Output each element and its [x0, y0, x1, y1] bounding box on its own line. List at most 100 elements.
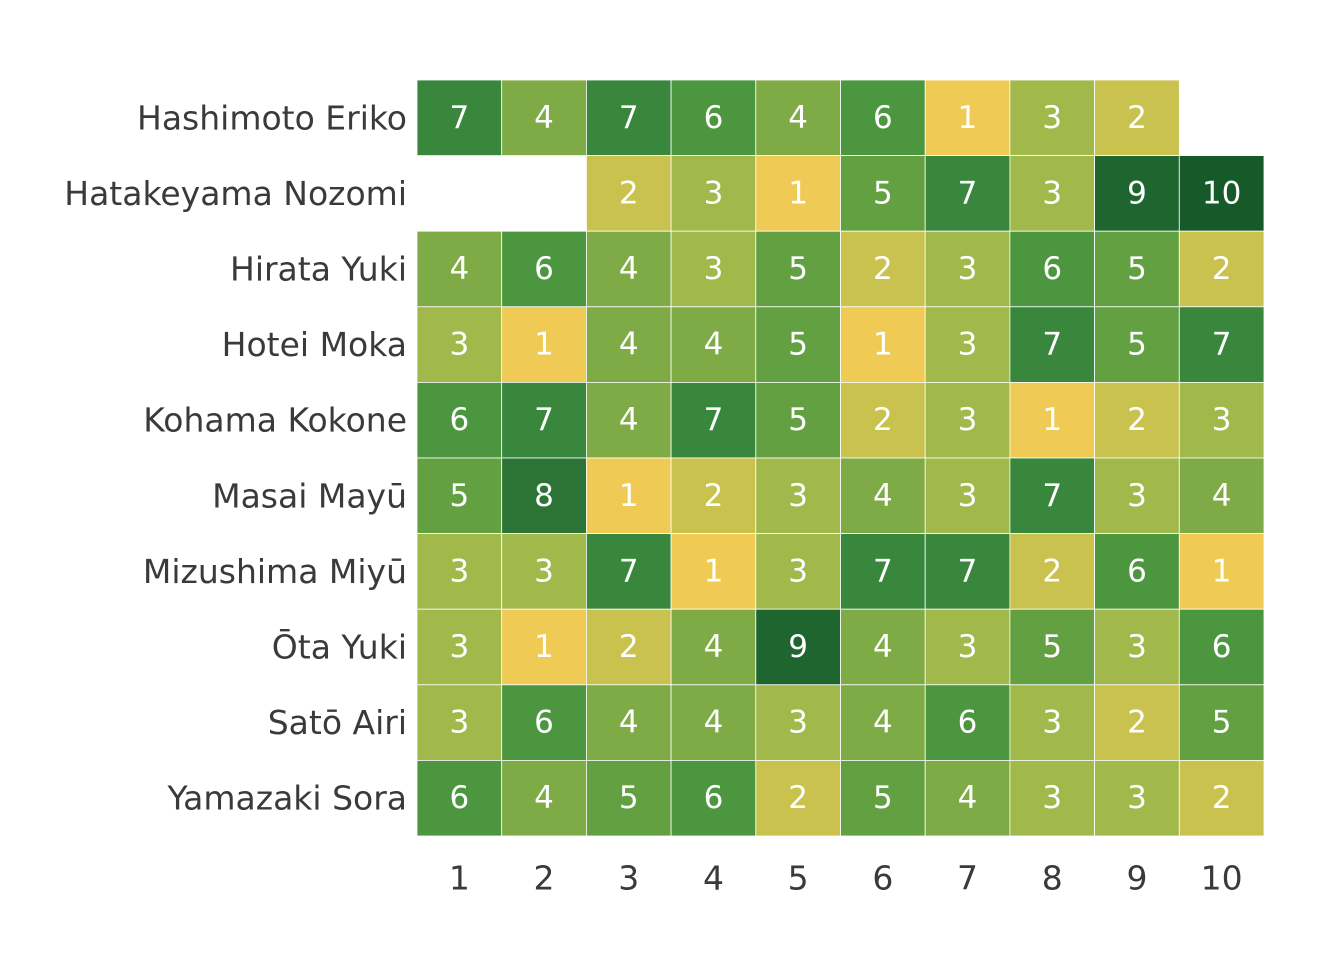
cell-value-label: 2 — [619, 629, 639, 665]
heatmap-cell-ota-yuki-col-9 — [1094, 608, 1180, 686]
heatmap-cell-hotei-moka-col-9 — [1094, 306, 1180, 383]
cell-value-label: 1 — [534, 629, 554, 665]
cell-value-label: 3 — [788, 478, 808, 514]
cell-value-label: 7 — [619, 553, 639, 589]
column-label-7: 7 — [957, 859, 978, 898]
cell-value-label: 1 — [619, 478, 639, 514]
cell-value-label: 3 — [788, 553, 808, 589]
cell-value-label: 4 — [704, 327, 724, 363]
cell-value-label: 4 — [449, 251, 469, 287]
heatmap-cell-masai-mayu-col-3 — [586, 457, 672, 534]
heatmap-cell-hashimoto-eriko-col-8 — [1009, 79, 1096, 156]
cell-value-label: 5 — [788, 327, 808, 363]
heatmap-cell-yamazaki-sora-col-9 — [1094, 760, 1180, 837]
cell-value-label: 7 — [534, 402, 554, 438]
cell-value-label: 3 — [704, 251, 724, 287]
heatmap-cell-kohama-kokone-col-10 — [1178, 381, 1265, 459]
heatmap-cell-masai-mayu-col-6 — [840, 457, 926, 534]
heatmap-cell-hotei-moka-col-1 — [416, 306, 503, 383]
heatmap-cell-hotei-moka-col-10 — [1178, 306, 1265, 383]
row-label-hashimoto-eriko: Hashimoto Eriko — [137, 98, 407, 137]
heatmap-cell-hirata-yuki-col-4 — [670, 230, 757, 308]
heatmap-cell-kohama-kokone-col-3 — [586, 381, 672, 459]
row-label-hirata-yuki: Hirata Yuki — [230, 250, 407, 289]
heatmap-cell-mizushima-miyu-col-2 — [501, 533, 587, 610]
heatmap-cell-hatakeyama-nozomi-col-9 — [1094, 155, 1180, 232]
cell-value-label: 4 — [1212, 478, 1232, 514]
cell-value-label: 6 — [704, 100, 724, 136]
heatmap-cell-hirata-yuki-col-2 — [501, 230, 587, 308]
cell-value-label: 3 — [958, 327, 978, 363]
cell-value-label: 2 — [788, 780, 808, 816]
heatmap-cell-hirata-yuki-col-6 — [840, 230, 926, 308]
heatmap-cell-hotei-moka-col-2 — [501, 306, 587, 383]
cell-value-label: 1 — [704, 553, 724, 589]
heatmap-cell-sato-airi-col-9 — [1094, 684, 1180, 761]
heatmap-cell-hirata-yuki-col-8 — [1009, 230, 1096, 308]
cell-value-label: 5 — [449, 478, 469, 514]
cell-value-label: 6 — [704, 780, 724, 816]
cell-value-label: 3 — [1042, 780, 1062, 816]
row-label-ota-yuki: Ōta Yuki — [272, 628, 407, 667]
cell-value-label: 5 — [788, 251, 808, 287]
cell-value-label: 5 — [1127, 327, 1147, 363]
heatmap-cell-kohama-kokone-col-1 — [416, 381, 503, 459]
cell-value-label: 3 — [449, 705, 469, 741]
heatmap-cell-hashimoto-eriko-col-1 — [416, 79, 503, 156]
cell-value-label: 5 — [788, 402, 808, 438]
cell-value-label: 2 — [873, 402, 893, 438]
cell-value-label: 7 — [873, 553, 893, 589]
cell-value-label: 2 — [873, 251, 893, 287]
heatmap-cell-hatakeyama-nozomi-col-5 — [755, 155, 841, 232]
heatmap-cell-hatakeyama-nozomi-col-10 — [1178, 155, 1265, 232]
heatmap-cell-mizushima-miyu-col-5 — [755, 533, 841, 610]
cell-value-label: 3 — [1127, 478, 1147, 514]
cell-value-label: 2 — [619, 175, 639, 211]
row-label-hotei-moka: Hotei Moka — [222, 325, 407, 364]
heatmap-cell-sato-airi-col-6 — [840, 684, 926, 761]
cell-value-label: 3 — [958, 251, 978, 287]
row-labels: Hashimoto Eriko Hatakeyama Nozomi Hirata Y… — [64, 98, 407, 817]
cell-value-label: 4 — [534, 100, 554, 136]
cell-value-label: 5 — [1212, 705, 1232, 741]
cell-value-label: 6 — [449, 402, 469, 438]
cell-value-label: 5 — [873, 175, 893, 211]
heatmap-cell-masai-mayu-col-2 — [501, 457, 587, 534]
column-label-6: 6 — [872, 859, 893, 898]
cell-value-label: 6 — [534, 251, 554, 287]
cell-value-label: 4 — [619, 327, 639, 363]
cell-value-label: 1 — [873, 327, 893, 363]
row-label-mizushima-miyu: Mizushima Miyū — [143, 552, 407, 591]
cell-value-label: 2 — [1212, 251, 1232, 287]
row-label-hatakeyama-nozomi: Hatakeyama Nozomi — [64, 174, 407, 213]
cell-value-label: 4 — [704, 705, 724, 741]
cell-value-label: 3 — [1127, 629, 1147, 665]
heatmap-cell-mizushima-miyu-col-10 — [1178, 533, 1265, 610]
cell-value-label: 4 — [873, 478, 893, 514]
heatmap-cell-hatakeyama-nozomi-col-6 — [840, 155, 926, 232]
column-label-1: 1 — [449, 859, 470, 898]
cell-value-label: 3 — [1042, 100, 1062, 136]
heatmap-cell-ota-yuki-col-5 — [755, 608, 841, 686]
heatmap-cell-masai-mayu-col-7 — [924, 457, 1011, 534]
cell-value-label: 9 — [1127, 175, 1147, 211]
heatmap-cell-masai-mayu-col-8 — [1009, 457, 1096, 534]
heatmap-cell-hotei-moka-col-4 — [670, 306, 757, 383]
column-label-3: 3 — [618, 859, 639, 898]
cell-value-label: 6 — [449, 780, 469, 816]
cell-value-label: 3 — [704, 175, 724, 211]
heatmap-cell-masai-mayu-col-4 — [670, 457, 757, 534]
cell-value-label: 5 — [1042, 629, 1062, 665]
heatmap-cell-yamazaki-sora-col-10 — [1178, 760, 1265, 837]
cell-value-label: 2 — [1042, 553, 1062, 589]
cell-value-label: 2 — [704, 478, 724, 514]
cell-value-label: 6 — [873, 100, 893, 136]
heatmap-cell-mizushima-miyu-col-4 — [670, 533, 757, 610]
heatmap-cell-hashimoto-eriko-col-6 — [840, 79, 926, 156]
cell-value-label: 6 — [1212, 629, 1232, 665]
heatmap-cell-sato-airi-col-8 — [1009, 684, 1096, 761]
heatmap-cell-ota-yuki-col-6 — [840, 608, 926, 686]
heatmap-cell-yamazaki-sora-col-2 — [501, 760, 587, 837]
cell-value-label: 1 — [1212, 553, 1232, 589]
